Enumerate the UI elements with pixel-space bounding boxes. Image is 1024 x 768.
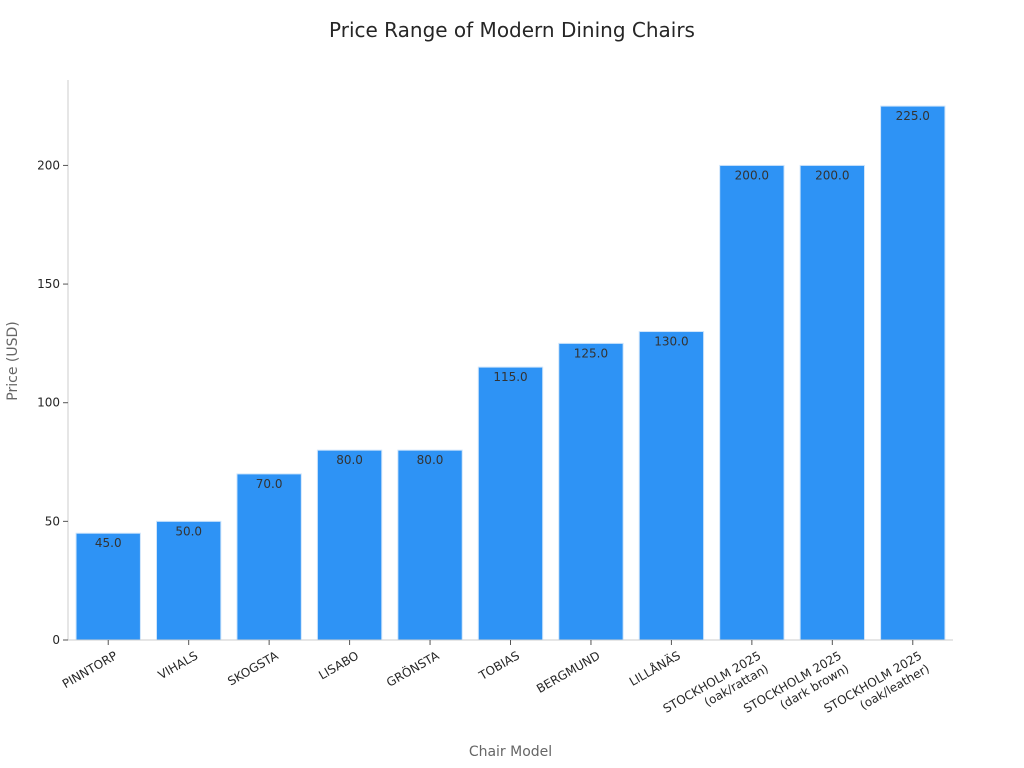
x-tick-label: VIHALS	[156, 648, 200, 682]
y-tick-label: 100	[37, 396, 60, 410]
bar	[558, 342, 624, 641]
bar-value-label: 125.0	[574, 346, 608, 360]
bars-group	[75, 105, 946, 641]
bar-value-label: 225.0	[896, 109, 930, 123]
x-tick-label: GRÖNSTA	[383, 646, 442, 689]
bar-value-label: 80.0	[417, 453, 444, 467]
bar	[397, 449, 463, 641]
x-tick-label-line: LISABO	[316, 648, 361, 682]
bar-value-label: 130.0	[654, 335, 688, 349]
y-axis-title: Price (USD)	[5, 321, 21, 400]
bar-value-label: 115.0	[493, 370, 527, 384]
y-tick-label: 0	[52, 633, 60, 647]
bar-value-label: 200.0	[735, 168, 769, 182]
x-ticks-group: PINNTORP VIHALS SKOGSTA LISABO GRÖNSTA TOBIAS…	[60, 640, 932, 716]
y-ticks-group: 0 50 100 150 200	[37, 158, 68, 647]
bar	[880, 105, 946, 641]
bar-value-label: 70.0	[256, 477, 283, 491]
x-tick-label-line: LILLÅNÄS	[626, 648, 683, 689]
bar-value-label: 200.0	[815, 168, 849, 182]
x-axis-title: Chair Model	[469, 744, 552, 760]
x-tick-label: TOBIAS	[476, 648, 522, 683]
x-tick-label-line: SKOGSTA	[225, 648, 281, 688]
x-tick-label: BERGMUND	[534, 648, 602, 696]
y-tick-label: 150	[37, 277, 60, 291]
bar	[75, 532, 141, 641]
x-tick-label-line: BERGMUND	[534, 648, 602, 696]
bar-value-label: 45.0	[95, 536, 122, 550]
x-tick-label-line: PINNTORP	[60, 648, 120, 691]
bar-value-label: 50.0	[175, 524, 202, 538]
x-tick-label-line: VIHALS	[156, 648, 200, 682]
bar-value-labels: 45.0 50.0 70.0 80.0 80.0 115.0 125.0 130.0 200.0…	[95, 109, 930, 550]
x-tick-label: PINNTORP	[60, 648, 120, 691]
bar-value-label: 80.0	[336, 453, 363, 467]
bar	[156, 520, 222, 641]
bar	[236, 473, 302, 641]
y-tick-label: 200	[37, 158, 60, 172]
x-tick-label: SKOGSTA	[225, 648, 281, 688]
x-tick-label-line: GRÖNSTA	[383, 646, 442, 689]
x-tick-label-line: TOBIAS	[476, 648, 522, 683]
bar	[316, 449, 383, 641]
chart-title: Price Range of Modern Dining Chairs	[329, 18, 695, 42]
x-tick-label: LILLÅNÄS	[626, 648, 683, 689]
bar	[638, 331, 705, 641]
x-tick-label: LISABO	[316, 648, 361, 682]
bar	[799, 164, 865, 641]
y-tick-label: 50	[45, 514, 60, 528]
bar	[719, 164, 785, 641]
bar	[477, 366, 544, 641]
